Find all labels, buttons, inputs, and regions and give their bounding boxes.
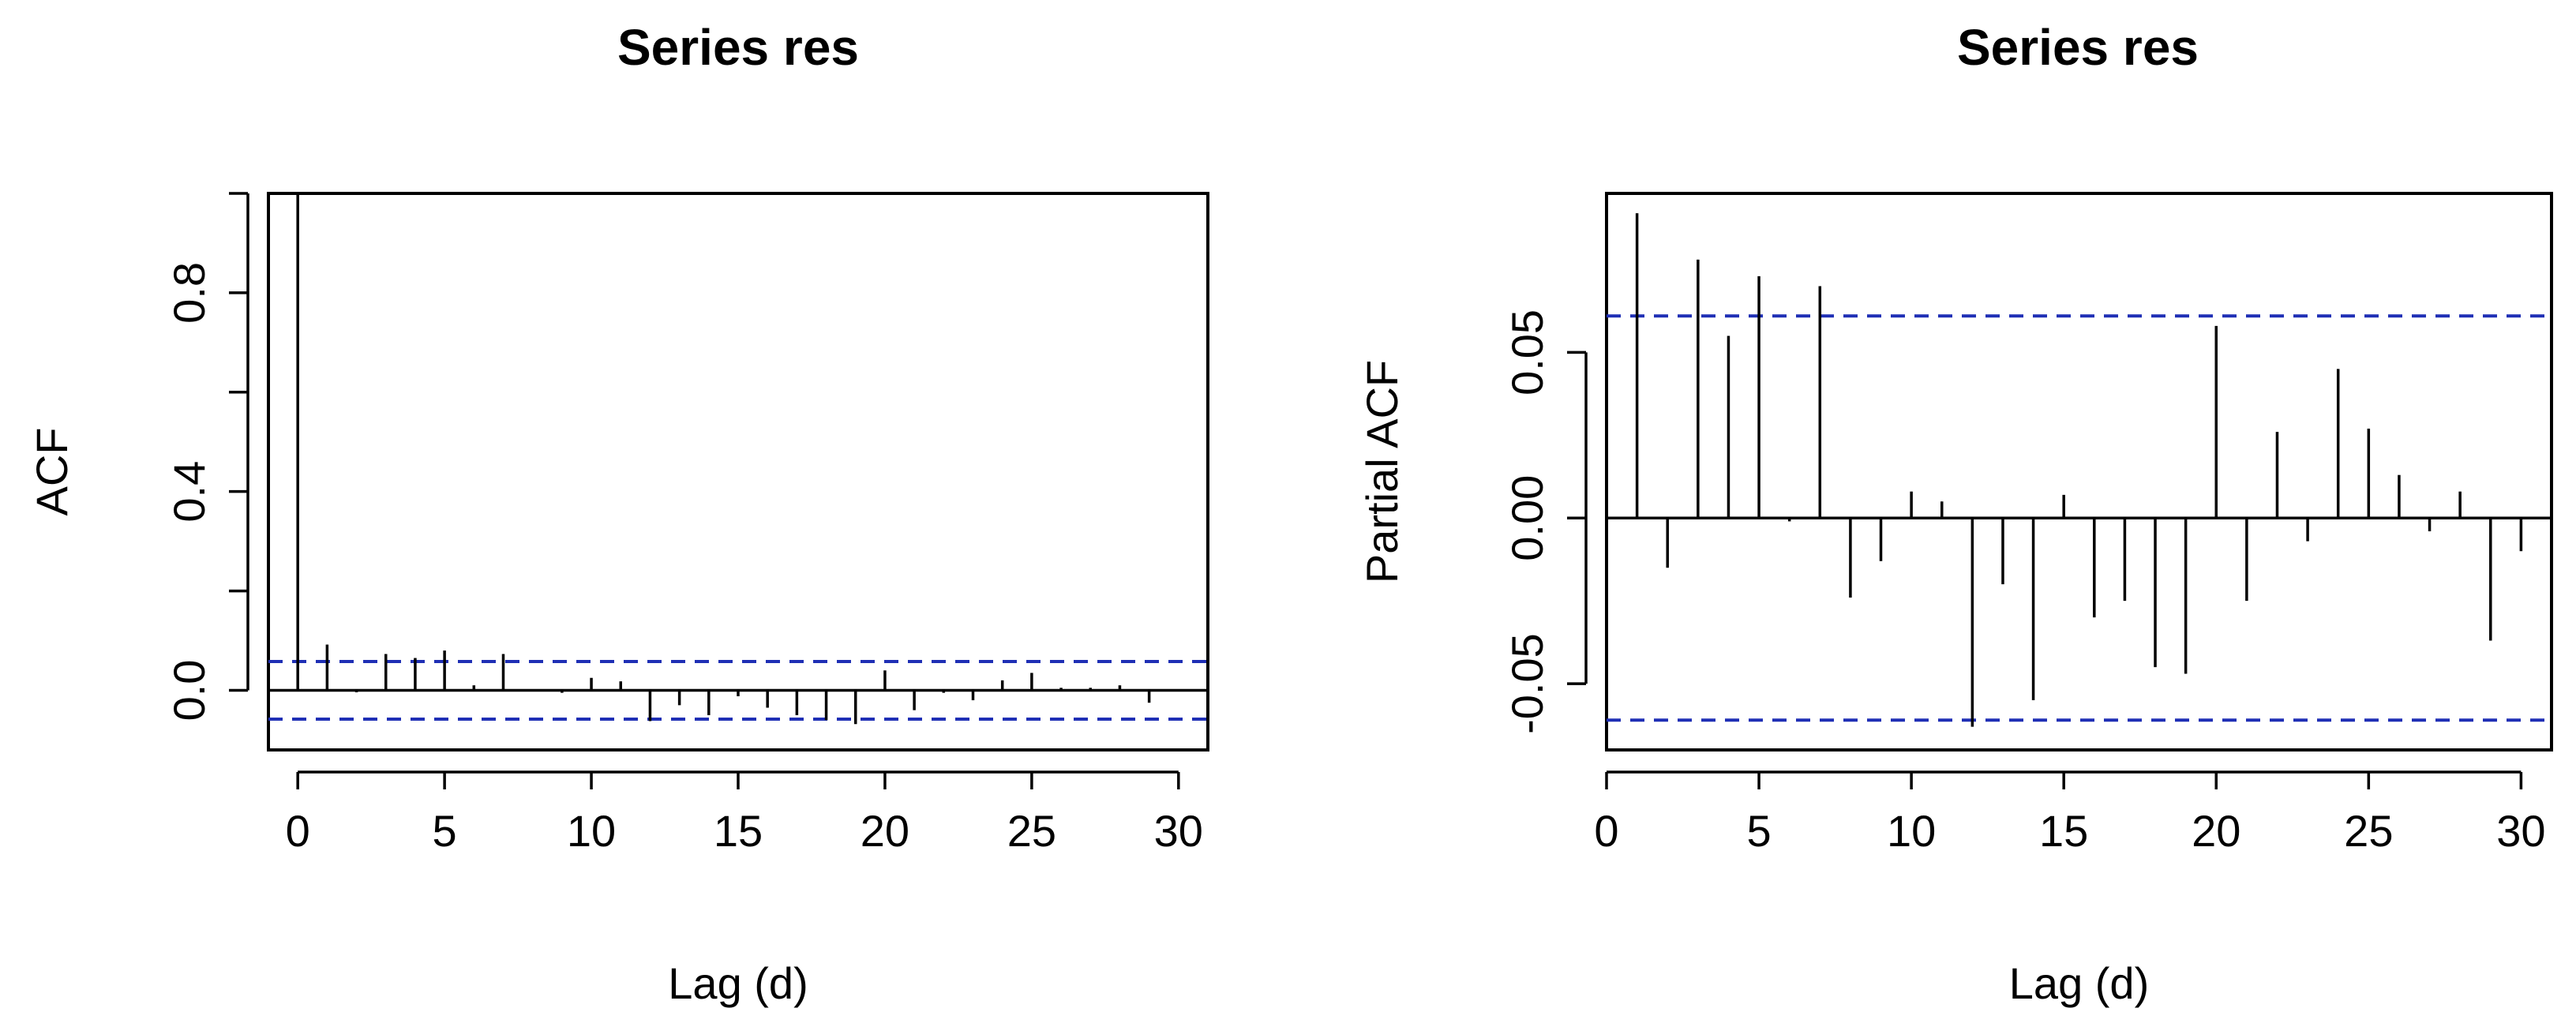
- y-tick-label: 0.0: [164, 660, 214, 722]
- y-tick-label: 0.8: [164, 262, 214, 324]
- x-tick-label: 25: [2344, 806, 2393, 856]
- y-axis-label: Partial ACF: [1357, 360, 1407, 583]
- acf-panel: Series res 0 5 10 15 20 25 30 Lag (d) 0.0 0.4 0.8 AC…: [27, 19, 1209, 1008]
- x-tick-label: 10: [1887, 806, 1936, 856]
- x-tick-label: 10: [567, 806, 616, 856]
- x-axis-label: Lag (d): [668, 958, 808, 1008]
- y-tick-label: 0.4: [164, 461, 214, 523]
- y-tick-label: -0.05: [1502, 633, 1552, 734]
- x-axis-label: Lag (d): [2009, 958, 2149, 1008]
- y-tick-label: 0.00: [1502, 475, 1552, 561]
- x-tick-label: 0: [1594, 806, 1618, 856]
- y-axis-label: ACF: [27, 428, 77, 516]
- x-tick-label: 20: [2192, 806, 2240, 856]
- x-tick-label: 30: [2496, 806, 2545, 856]
- pacf-panel: Series res 0 5 10 15 20 25 30 Lag (d) -0.05 0.00 0.…: [1357, 19, 2553, 1008]
- x-tick-label: 15: [714, 806, 763, 856]
- plot-frame: [267, 192, 1209, 752]
- x-tick-label: 0: [286, 806, 310, 856]
- x-tick-label: 15: [2039, 806, 2088, 856]
- plot-frame: [1605, 192, 2553, 752]
- chart-title: Series res: [1957, 19, 2199, 76]
- x-tick-label: 25: [1007, 806, 1056, 856]
- x-tick-label: 5: [433, 806, 457, 856]
- x-tick-label: 20: [861, 806, 909, 856]
- x-tick-label: 30: [1154, 806, 1203, 856]
- y-tick-label: 0.05: [1502, 309, 1552, 395]
- x-tick-label: 5: [1746, 806, 1771, 856]
- chart-title: Series res: [617, 19, 859, 76]
